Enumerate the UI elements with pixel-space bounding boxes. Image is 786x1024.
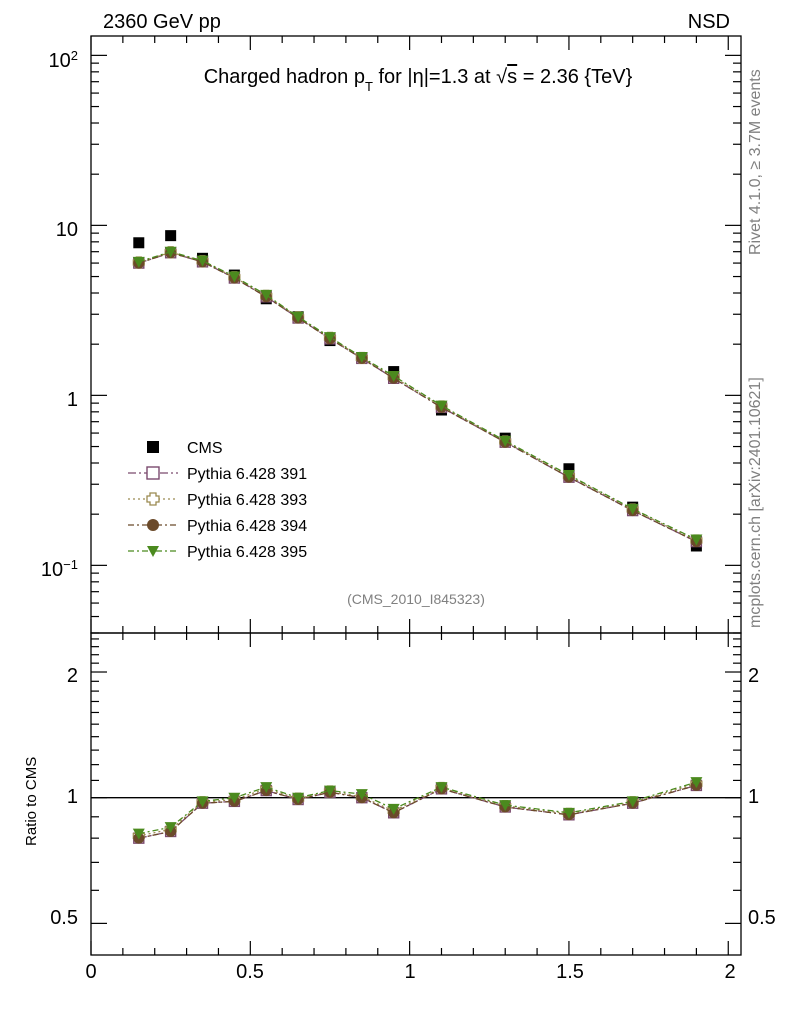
x-tick-label-2: 2 [724, 961, 735, 983]
main-series-pythia-6-428-395 [132, 246, 703, 546]
ratio-y-tick-label-1-left: 1 [67, 786, 78, 808]
ratio-point-pythia-6-428-395 [132, 828, 145, 840]
main-point-pythia-6-428-395 [626, 503, 639, 515]
main-point-pythia-6-428-395 [355, 352, 368, 364]
ratio-point-pythia-6-428-395 [196, 796, 209, 808]
ratio-y-tick-label-0.5-left: 0.5 [50, 907, 78, 929]
ratio-axis-ticks [90, 633, 741, 955]
main-line-pythia-6-428-395 [138, 251, 697, 541]
main-point-cms [133, 237, 145, 249]
ratio-point-pythia-6-428-395 [562, 807, 575, 819]
analysis-id-label: (CMS_2010_I845323) [347, 591, 485, 607]
ratio-point-pythia-6-428-395 [323, 785, 336, 797]
process-label: NSD [688, 11, 730, 33]
main-point-pythia-6-428-395 [260, 289, 273, 301]
ratio-line-pythia-6-428-393 [138, 783, 697, 837]
main-axis-ticks [90, 36, 741, 634]
energy-label: 2360 GeV pp [103, 11, 221, 33]
main-point-pythia-6-428-395 [292, 311, 305, 323]
chart-title: Charged hadron pT for |η|=1.3 at √s = 2.… [204, 66, 633, 94]
main-point-pythia-6-428-395 [196, 255, 209, 267]
ratio-line-pythia-6-428-394 [138, 784, 697, 839]
main-y-tick-label-10: 10 [56, 219, 78, 241]
main-point-pythia-6-428-395 [228, 271, 241, 283]
main-series-group [132, 230, 703, 552]
ratio-y-axis-label: Ratio to CMS [23, 757, 40, 846]
main-point-pythia-6-428-395 [499, 435, 512, 447]
ratio-series-pythia-6-428-394 [133, 779, 702, 844]
main-y-tick-label-1: 1 [67, 389, 78, 411]
legend-label-cms: CMS [187, 440, 223, 457]
main-point-pythia-6-428-395 [132, 256, 145, 268]
legend-label-395: Pythia 6.428 395 [187, 544, 307, 561]
main-point-pythia-6-428-395 [164, 246, 177, 258]
main-point-pythia-6-428-395 [323, 332, 336, 344]
legend-marker-391 [146, 466, 160, 480]
svg-text:10−1: 10−1 [41, 557, 78, 582]
main-point-pythia-6-428-395 [435, 400, 448, 412]
main-y-tick-label-0.1: 10−1 [41, 557, 78, 582]
ratio-point-pythia-6-428-395 [690, 777, 703, 789]
main-line-pythia-6-428-394 [138, 252, 697, 543]
x-tick-label-1.5: 1.5 [556, 961, 584, 983]
main-y-tick-label-100: 102 [49, 48, 78, 73]
legend-marker-395 [147, 546, 159, 557]
ratio-series-pythia-6-428-391 [133, 779, 703, 844]
ratio-point-pythia-6-428-395 [435, 782, 448, 794]
ratio-y-tick-label-0.5-right: 0.5 [748, 907, 776, 929]
ratio-y-tick-label-2-left: 2 [67, 665, 78, 687]
ratio-line-pythia-6-428-395 [138, 781, 697, 835]
ratio-plot-frame [90, 632, 742, 956]
ratio-point-pythia-6-428-395 [164, 822, 177, 834]
x-tick-label-0.5: 0.5 [236, 961, 264, 983]
legend-marker-393 [146, 492, 160, 506]
legend-label-394: Pythia 6.428 394 [187, 518, 307, 535]
x-tick-label-0: 0 [85, 961, 96, 983]
ratio-point-pythia-6-428-395 [387, 803, 400, 815]
main-point-pythia-6-428-395 [690, 534, 703, 546]
ratio-point-pythia-6-428-395 [499, 800, 512, 812]
ratio-point-pythia-6-428-395 [228, 792, 241, 804]
legend-label-391: Pythia 6.428 391 [187, 466, 307, 483]
x-tick-label-1: 1 [404, 961, 415, 983]
main-point-cms [563, 463, 575, 475]
legend-marker-394 [147, 519, 159, 531]
legend-marker-cms [147, 441, 159, 453]
main-point-pythia-6-428-395 [387, 370, 400, 382]
ratio-line-pythia-6-428-391 [138, 784, 697, 839]
legend-label-393: Pythia 6.428 393 [187, 492, 307, 509]
ratio-series-pythia-6-428-395 [132, 777, 703, 840]
ratio-point-pythia-6-428-395 [292, 792, 305, 804]
ratio-point-pythia-6-428-395 [260, 782, 273, 794]
ratio-point-pythia-6-428-395 [626, 796, 639, 808]
mcplots-label: mcplots.cern.ch [arXiv:2401.10621] [747, 377, 764, 628]
ratio-series-pythia-6-428-393 [132, 777, 703, 843]
ratio-series-group [132, 777, 703, 844]
main-point-cms [165, 230, 177, 242]
ratio-y-tick-label-1-right: 1 [748, 786, 759, 808]
ratio-y-tick-label-2-right: 2 [748, 665, 759, 687]
svg-text:102: 102 [49, 48, 78, 73]
rivet-version-label: Rivet 4.1.0, ≥ 3.7M events [747, 69, 764, 255]
ratio-point-pythia-6-428-395 [355, 789, 368, 801]
main-point-pythia-6-428-395 [562, 470, 575, 482]
legend: CMS Pythia 6.428 391 Pythia 6.428 393 Py… [128, 440, 307, 561]
